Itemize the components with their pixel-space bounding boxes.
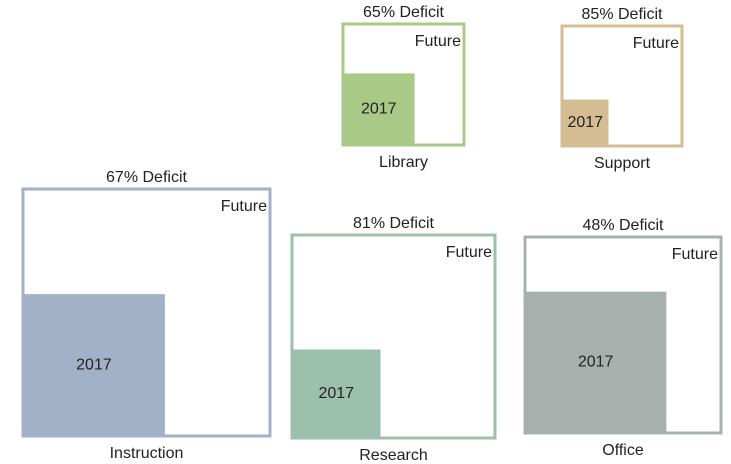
future-label: Future: [221, 198, 267, 215]
outer-square: [21, 187, 272, 438]
year-label: 2017: [578, 354, 614, 371]
deficit-label: 85% Deficit: [582, 6, 663, 23]
year-label: 2017: [318, 385, 354, 402]
category-label: Research: [359, 447, 427, 464]
category-label: Support: [594, 155, 651, 172]
deficit-label: 67% Deficit: [106, 169, 187, 186]
outer-square: [523, 235, 723, 435]
future-label: Future: [415, 33, 461, 50]
inner-square: [23, 294, 165, 436]
year-label: 2017: [76, 356, 112, 373]
future-label: Future: [672, 246, 718, 263]
category-label: Instruction: [110, 445, 184, 462]
year-label: 2017: [567, 114, 603, 131]
inner-square: [292, 349, 381, 438]
inner-square: [525, 291, 667, 433]
inner-square: [343, 73, 415, 145]
year-label: 2017: [361, 100, 397, 117]
future-label: Future: [633, 35, 679, 52]
inner-square: [562, 99, 609, 146]
category-label: Library: [379, 154, 428, 171]
category-label: Office: [602, 442, 644, 459]
deficit-label: 48% Deficit: [583, 217, 664, 234]
deficit-label: 81% Deficit: [353, 215, 434, 232]
deficit-label: 65% Deficit: [363, 4, 444, 21]
future-label: Future: [446, 244, 492, 261]
outer-square: [560, 24, 684, 148]
outer-square: [341, 22, 466, 147]
outer-square: [290, 233, 497, 440]
